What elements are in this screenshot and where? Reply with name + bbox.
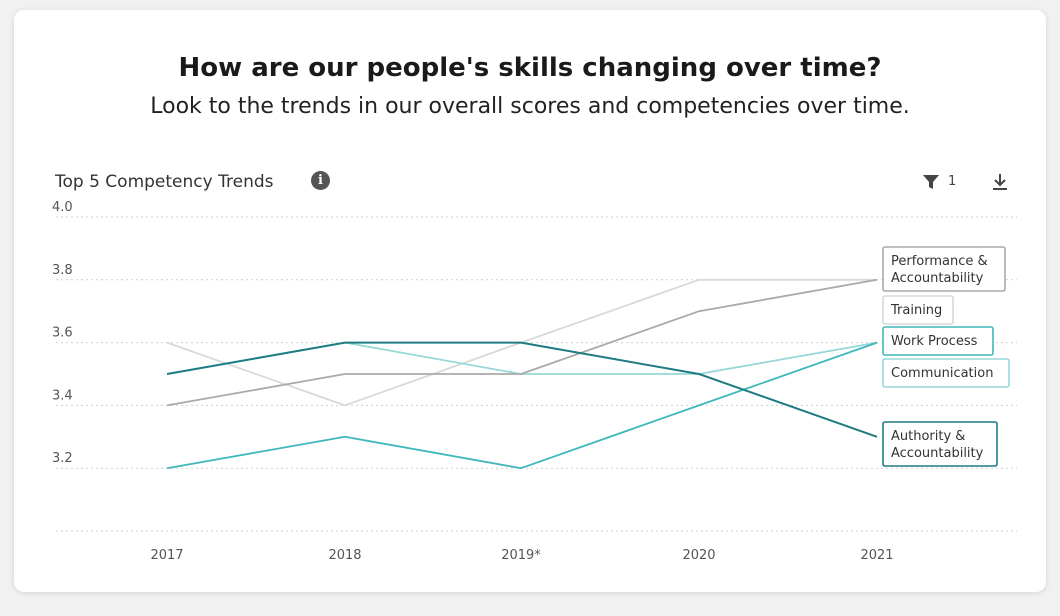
chart-card: How are our people's skills changing ove…	[14, 10, 1046, 592]
series-line-work-process	[166, 341, 878, 470]
series-label-box	[882, 246, 1006, 292]
y-tick-label: 3.4	[52, 388, 73, 403]
series-label-box	[882, 421, 998, 467]
series-label-text: Accountability	[891, 446, 984, 461]
filter-icon[interactable]	[922, 174, 940, 190]
series-line-authority-accountability	[166, 341, 878, 438]
series-label-performance-accountability: Performance & Accountability	[882, 246, 1006, 292]
filter-count[interactable]: 1	[948, 174, 957, 189]
x-tick-label: 2018	[328, 548, 361, 563]
x-tick-label: 2021	[860, 548, 893, 563]
competency-trends-chart: 4.0 3.8 3.6 3.4 3.2 2017 2018 2019* 2020 2021 Perf…	[52, 200, 1017, 563]
series-label-box	[882, 326, 994, 356]
series-label-authority-accountability: Authority & Accountability	[882, 421, 998, 467]
series-label-box	[882, 295, 954, 325]
page-subtitle: Look to the trends in our overall scores…	[150, 94, 910, 119]
y-tick-label: 3.6	[52, 326, 73, 341]
series-label-communication: Communication	[882, 358, 1010, 388]
y-tick-label: 3.2	[52, 451, 73, 466]
series-label-text: Training	[890, 303, 942, 318]
download-icon[interactable]	[992, 173, 1008, 191]
info-icon[interactable]: i	[311, 171, 330, 190]
widget-title: Top 5 Competency Trends	[55, 172, 274, 192]
series-label-text: Work Process	[891, 334, 978, 349]
series-label-text: Authority &	[891, 429, 965, 444]
x-tick-label: 2020	[682, 548, 715, 563]
series-label-text: Performance &	[891, 254, 988, 269]
x-tick-label: 2019*	[501, 548, 541, 563]
series-line-communication	[166, 341, 878, 375]
x-tick-label: 2017	[150, 548, 183, 563]
series-line-performance-accountability	[166, 278, 878, 407]
page-title: How are our people's skills changing ove…	[178, 53, 882, 83]
series-label-text: Communication	[891, 366, 993, 381]
y-tick-label: 3.8	[52, 263, 73, 278]
series-label-text: Accountability	[891, 271, 984, 286]
series-label-training: Training	[882, 295, 954, 325]
y-tick-label: 4.0	[52, 200, 73, 215]
series-label-box	[882, 358, 1010, 388]
series-label-work-process: Work Process	[882, 326, 994, 356]
